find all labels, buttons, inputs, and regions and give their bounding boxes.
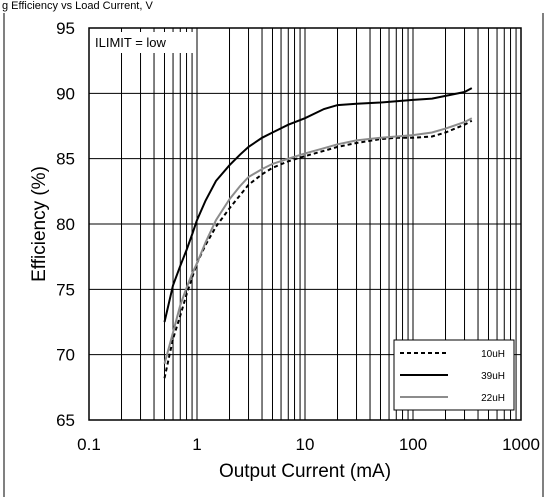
y-tick-label: 90: [56, 84, 75, 103]
y-tick-label: 75: [56, 280, 75, 299]
y-axis-label: Efficiency (%): [29, 166, 50, 282]
y-tick-label: 95: [56, 19, 75, 38]
x-tick-labels: 0.1 1 10 100 1000: [77, 435, 540, 454]
ilimit-annotation: ILIMIT = low: [95, 35, 167, 50]
x-tick-label: 0.1: [77, 435, 101, 454]
y-tick-labels: 65 70 75 80 85 90 95: [56, 19, 75, 430]
y-tick-label: 80: [56, 215, 75, 234]
x-axis-label: Output Current (mA): [219, 461, 391, 482]
y-tick-label: 65: [56, 411, 75, 430]
series-line-22uH: [163, 117, 473, 365]
plot-frame: [88, 27, 522, 421]
legend-label: 22uH: [481, 393, 505, 404]
series-line-39uH: [163, 87, 473, 323]
series-line-10uH: [163, 119, 473, 379]
x-tick-label: 1: [192, 435, 201, 454]
series-layer: [163, 87, 473, 379]
x-tick-label: 1000: [502, 435, 540, 454]
x-tick-label: 100: [399, 435, 427, 454]
legend-label: 39uH: [481, 371, 505, 382]
y-tick-label: 85: [56, 150, 75, 169]
annotation-box: [92, 32, 194, 53]
y-tick-label: 70: [56, 346, 75, 365]
header-fragment: g Efficiency vs Load Current, V: [2, 0, 153, 12]
legend: 10uH 39uH 22uH: [393, 339, 515, 411]
legend-label: 10uH: [481, 349, 505, 360]
x-tick-label: 10: [296, 435, 315, 454]
